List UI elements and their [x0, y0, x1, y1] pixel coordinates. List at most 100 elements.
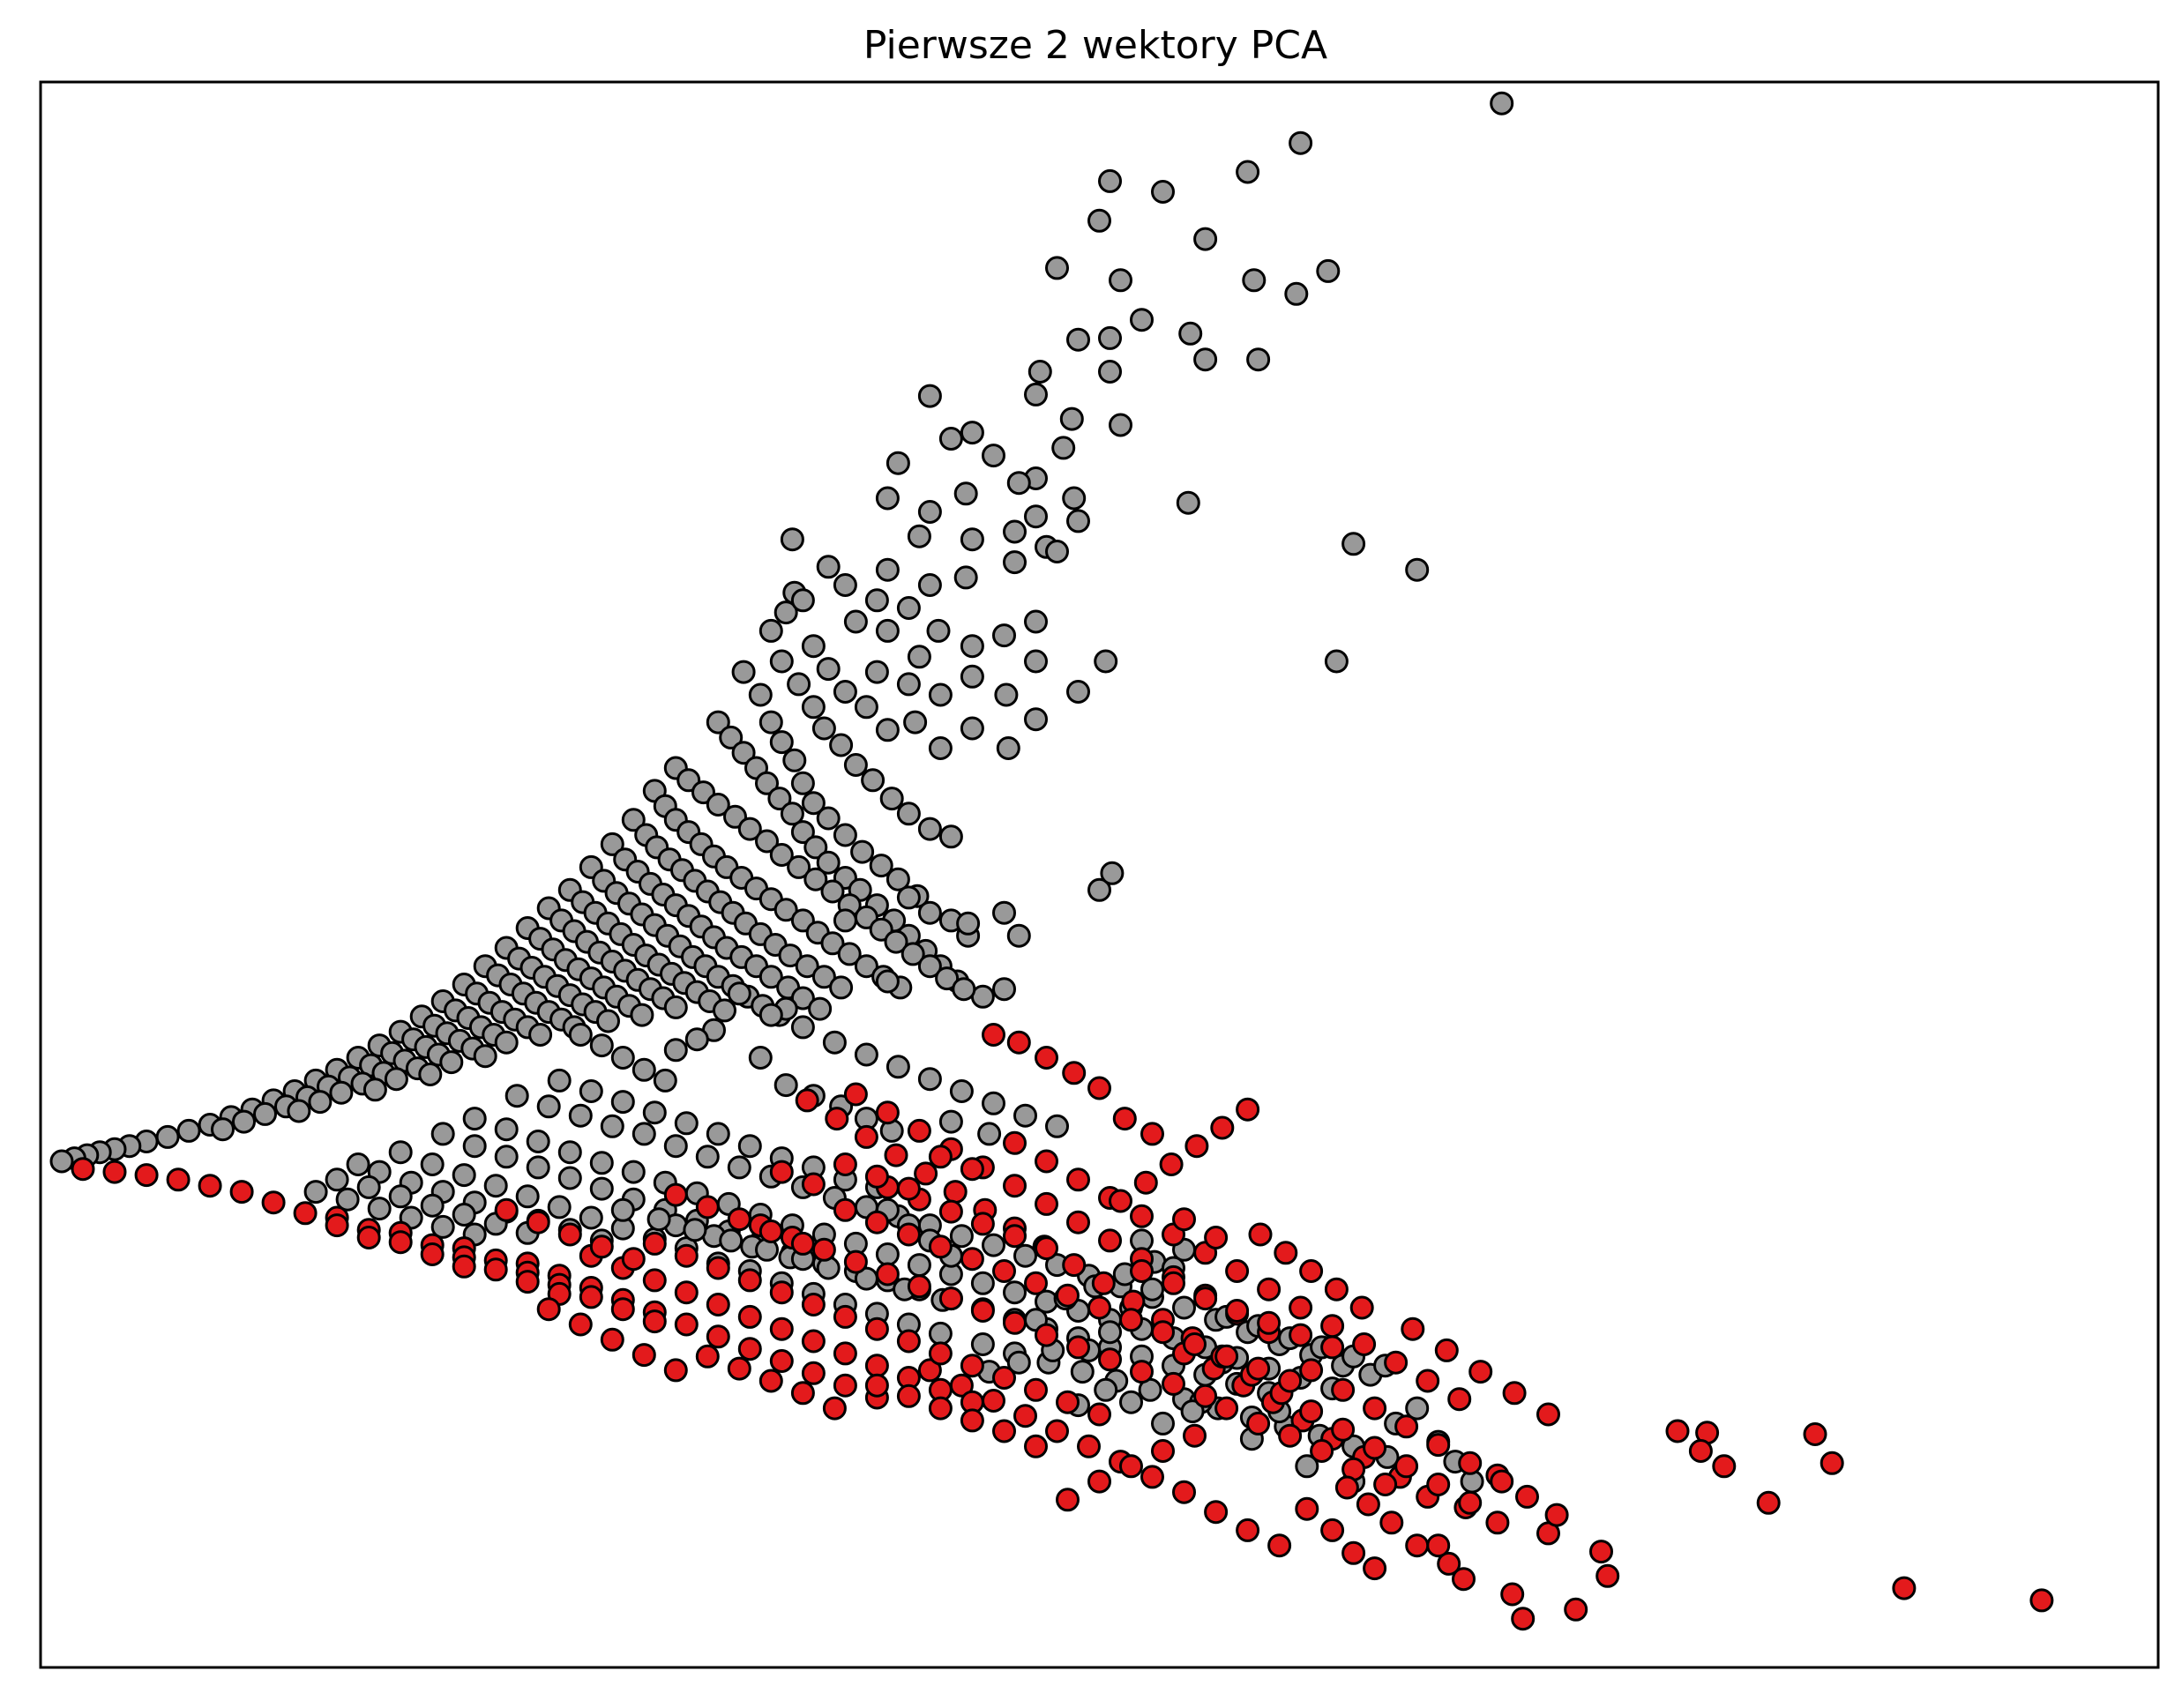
- scatter-point-s1-258: [960, 1408, 984, 1433]
- scatter-point-s0-168: [621, 808, 646, 832]
- scatter-point-s0-73: [833, 680, 857, 704]
- scatter-point-s1-205: [494, 1197, 519, 1222]
- scatter-point-s1-213: [758, 1219, 783, 1243]
- scatter-point-s1-261: [864, 1373, 889, 1398]
- scatter-point-s0-111: [706, 710, 730, 735]
- scatter-point-s0-318: [176, 1118, 201, 1143]
- scatter-point-s1-198: [356, 1226, 381, 1249]
- scatter-point-s0-491: [683, 1218, 707, 1242]
- scatter-point-s0-40: [960, 527, 984, 552]
- scatter-point-s0-65: [1024, 649, 1048, 674]
- scatter-point-s0-371: [970, 1271, 995, 1295]
- scatter-point-s0-1: [1289, 131, 1313, 155]
- scatter-point-s1-199: [229, 1180, 254, 1205]
- scatter-point-s1-67: [1013, 1404, 1037, 1428]
- scatter-point-s0-388: [589, 1176, 614, 1201]
- scatter-point-s1-248: [928, 1145, 953, 1169]
- scatter-point-s0-106: [886, 867, 910, 891]
- scatter-point-s1-272: [1299, 1259, 1324, 1283]
- scatter-point-s1-136: [1193, 1384, 1218, 1408]
- scatter-point-s1-214: [790, 1231, 815, 1256]
- scatter-point-s0-199: [808, 996, 833, 1021]
- scatter-point-s0-9: [1316, 258, 1341, 283]
- scatter-point-s1-208: [589, 1234, 614, 1259]
- scatter-point-s1-124: [811, 1237, 836, 1262]
- scatter-point-s1-247: [896, 1176, 921, 1201]
- scatter-point-s0-552: [663, 1038, 688, 1063]
- scatter-point-s1-183: [642, 1309, 667, 1334]
- scatter-points: [49, 91, 2054, 1631]
- scatter-point-s0-436: [303, 1180, 328, 1205]
- scatter-point-s1-203: [102, 1160, 127, 1184]
- scatter-point-s0-25: [886, 451, 910, 475]
- scatter-point-s0-511: [674, 1111, 699, 1136]
- scatter-point-s0-326: [49, 1149, 74, 1174]
- scatter-point-s1-96: [1320, 1314, 1345, 1339]
- scatter-point-s0-48: [780, 527, 804, 552]
- scatter-point-s0-257: [596, 1009, 620, 1033]
- scatter-point-s1-61: [1204, 1500, 1229, 1525]
- scatter-point-s0-549: [1045, 1114, 1069, 1138]
- scatter-point-s0-88: [879, 787, 904, 811]
- scatter-point-s1-120: [1172, 1207, 1196, 1232]
- scatter-point-s1-160: [833, 1341, 857, 1366]
- scatter-point-s1-55: [1295, 1496, 1319, 1521]
- scatter-point-s0-332: [663, 1134, 688, 1159]
- scatter-point-s1-244: [801, 1172, 826, 1197]
- scatter-point-s0-11: [1284, 281, 1309, 306]
- scatter-point-s1-109: [1035, 1046, 1058, 1070]
- scatter-point-s1-77: [1490, 1469, 1514, 1494]
- scatter-point-s0-19: [1246, 347, 1271, 372]
- scatter-point-s0-137: [755, 829, 779, 854]
- scatter-point-s0-95: [731, 660, 756, 684]
- scatter-point-s1-133: [1098, 1347, 1122, 1372]
- scatter-point-s1-242: [1320, 1335, 1345, 1360]
- scatter-point-s0-357: [526, 1130, 550, 1153]
- scatter-point-s0-450: [970, 1332, 995, 1356]
- scatter-point-s0-559: [748, 1046, 773, 1070]
- scatter-point-s1-273: [1324, 1277, 1349, 1302]
- scatter-point-s1-255: [1373, 1473, 1398, 1496]
- scatter-point-s0-536: [1100, 861, 1125, 885]
- scatter-point-s1-233: [970, 1212, 995, 1236]
- scatter-point-s1-239: [1225, 1299, 1250, 1323]
- scatter-point-s0-327: [504, 1084, 529, 1108]
- scatter-point-s1-200: [198, 1174, 222, 1198]
- scatter-point-s0-196: [758, 965, 783, 989]
- scatter-point-s0-369: [907, 1253, 931, 1278]
- scatter-point-s0-89: [896, 802, 921, 826]
- scatter-point-s0-140: [803, 867, 828, 891]
- scatter-point-s1-50: [914, 1161, 938, 1186]
- scatter-point-s1-289: [1356, 1492, 1380, 1517]
- scatter-point-s1-227: [1214, 1344, 1239, 1369]
- scatter-point-s0-289: [439, 1050, 464, 1075]
- scatter-point-s0-308: [308, 1090, 333, 1115]
- scatter-point-s1-140: [737, 1268, 762, 1293]
- scatter-point-s0-17: [1027, 360, 1052, 384]
- scatter-point-s1-232: [938, 1199, 963, 1224]
- scatter-point-s0-115: [755, 771, 779, 795]
- scatter-point-s0-29: [1051, 436, 1076, 460]
- scatter-point-s1-119: [1236, 1097, 1260, 1122]
- scatter-point-s1-106: [1003, 1130, 1027, 1155]
- scatter-point-s1-127: [907, 1274, 931, 1299]
- scatter-point-s0-548: [1013, 1103, 1037, 1128]
- scatter-point-s0-553: [684, 1027, 709, 1052]
- scatter-point-s1-66: [1045, 1419, 1069, 1443]
- scatter-point-s1-276: [1248, 1222, 1273, 1247]
- scatter-point-s1-241: [1289, 1323, 1313, 1347]
- scatter-point-s0-119: [803, 835, 828, 860]
- scatter-point-s0-62: [928, 682, 953, 707]
- scatter-point-s0-412: [452, 1163, 476, 1188]
- scatter-point-s0-342: [982, 1233, 1005, 1257]
- scatter-point-s1-4: [1595, 1563, 1620, 1588]
- scatter-point-s0-71: [801, 634, 826, 659]
- scatter-point-s1-188: [515, 1270, 540, 1294]
- scatter-point-s0-72: [816, 657, 841, 682]
- scatter-point-s0-117: [780, 802, 804, 826]
- scatter-point-s1-99: [1225, 1259, 1250, 1283]
- scatter-point-s1-234: [1003, 1224, 1027, 1249]
- scatter-point-s1-10: [1712, 1454, 1737, 1479]
- scatter-point-s0-523: [1405, 1396, 1430, 1421]
- scatter-point-s0-531: [875, 969, 900, 994]
